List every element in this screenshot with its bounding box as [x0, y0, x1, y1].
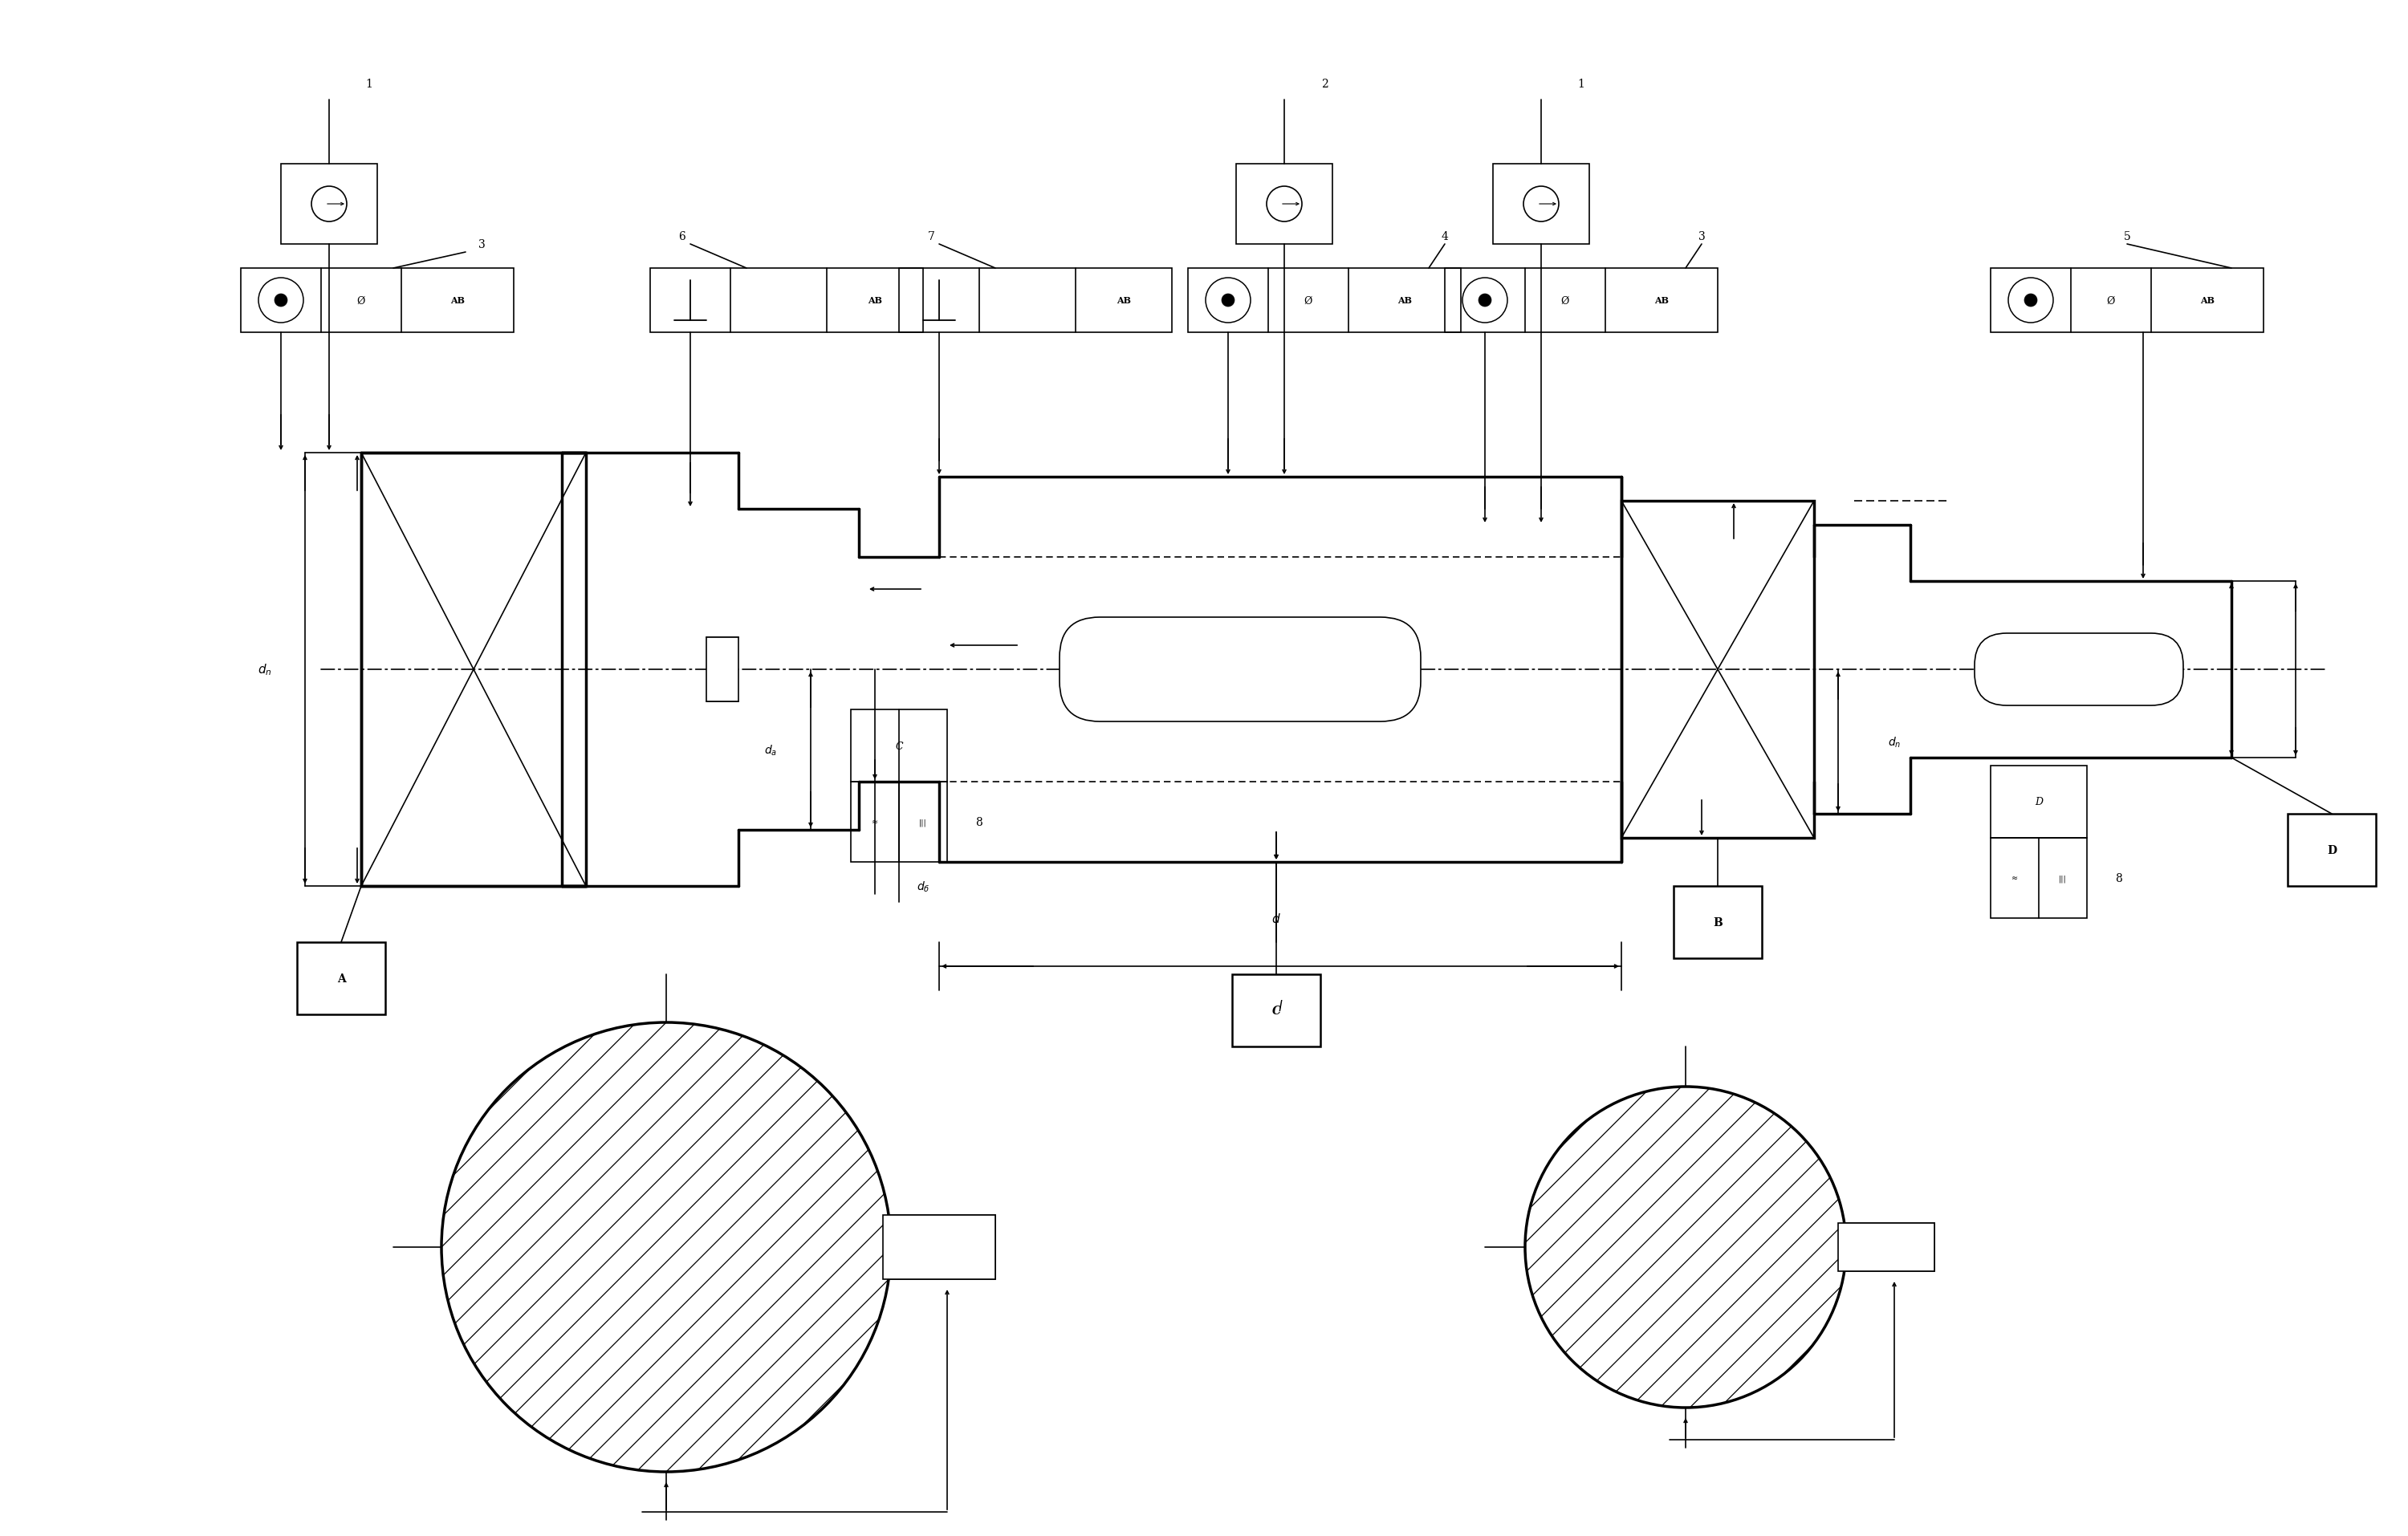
Text: AB: AB	[1397, 296, 1411, 306]
Text: $l$: $l$	[1279, 1000, 1283, 1014]
Bar	[361, 453, 585, 886]
Bar	[850, 782, 946, 862]
Bar	[1235, 164, 1332, 244]
Bar	[296, 943, 385, 1015]
Text: 6: 6	[679, 230, 686, 243]
Text: AB: AB	[450, 296, 465, 306]
Bar	[282, 164, 378, 244]
Bar	[241, 269, 513, 333]
Text: Ø: Ø	[1560, 295, 1570, 306]
Bar	[1621, 501, 1813, 839]
Text: Ø: Ø	[356, 295, 366, 306]
Bar	[706, 637, 739, 702]
Bar	[850, 710, 946, 782]
Bar	[650, 269, 922, 333]
Text: Ø: Ø	[1305, 295, 1312, 306]
Text: $d_n$: $d_n$	[258, 662, 272, 677]
Text: 5: 5	[2124, 230, 2131, 243]
Bar	[1837, 1223, 1934, 1272]
Bar	[1233, 974, 1320, 1046]
Circle shape	[1524, 1087, 1847, 1407]
Text: AB: AB	[2201, 296, 2215, 306]
Text: Ø: Ø	[2107, 295, 2114, 306]
Bar	[1991, 269, 2264, 333]
Bar	[884, 1215, 995, 1279]
Text: A: A	[337, 972, 344, 985]
Text: |||: |||	[2059, 874, 2066, 882]
Bar	[1674, 886, 1763, 958]
Bar	[1991, 839, 2088, 919]
Circle shape	[441, 1023, 891, 1471]
Text: D: D	[2035, 797, 2042, 808]
Text: 8: 8	[2117, 872, 2121, 883]
Text: 2: 2	[1322, 78, 1327, 89]
Text: $d_б$: $d_б$	[917, 879, 929, 894]
Bar	[1493, 164, 1589, 244]
Text: 4: 4	[1442, 230, 1447, 243]
Bar	[1991, 766, 2088, 839]
Text: 7: 7	[927, 230, 934, 243]
Text: $d$: $d$	[1271, 912, 1281, 925]
Circle shape	[1221, 295, 1235, 307]
Bar	[2288, 814, 2377, 886]
Text: 8: 8	[975, 817, 982, 828]
Text: C: C	[896, 740, 903, 751]
Circle shape	[275, 295, 287, 307]
Text: 1: 1	[366, 78, 373, 89]
Text: $d_a$: $d_a$	[763, 743, 778, 757]
FancyBboxPatch shape	[1975, 634, 2184, 707]
Text: AB: AB	[1117, 296, 1132, 306]
Text: 3: 3	[1698, 230, 1705, 243]
Text: ≈: ≈	[872, 819, 879, 826]
Bar	[1187, 269, 1462, 333]
Bar	[898, 269, 1173, 333]
FancyBboxPatch shape	[1060, 617, 1421, 722]
Text: |||: |||	[920, 819, 927, 826]
Text: 1: 1	[1577, 78, 1584, 89]
Text: B: B	[1712, 917, 1722, 928]
Text: D: D	[2326, 845, 2336, 856]
Text: $d_n$: $d_n$	[1888, 734, 1900, 750]
Bar	[1445, 269, 1717, 333]
Text: AB: AB	[1654, 296, 1669, 306]
Circle shape	[1479, 295, 1491, 307]
Circle shape	[2025, 295, 2037, 307]
Text: 3: 3	[479, 240, 484, 250]
Text: ≈: ≈	[2011, 874, 2018, 882]
Text: AB: AB	[867, 296, 881, 306]
Text: C: C	[1271, 1005, 1281, 1017]
